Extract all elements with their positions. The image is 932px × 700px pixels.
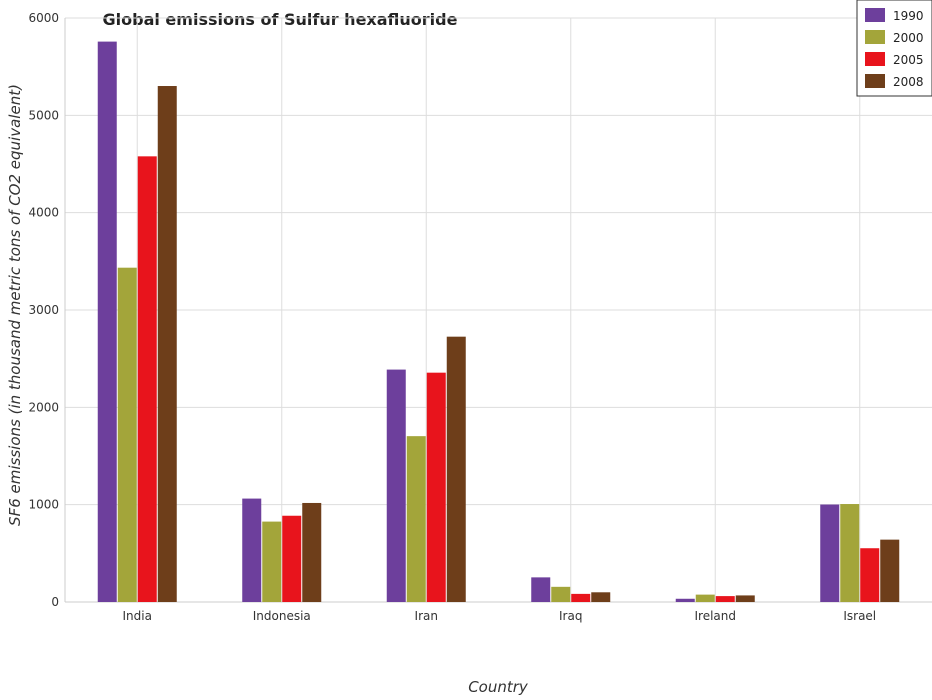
bar-israel-2008 (880, 539, 900, 602)
bar-iran-2000 (406, 436, 426, 602)
legend-label: 2008 (893, 75, 924, 89)
bar-indonesia-2005 (282, 515, 302, 602)
x-tick-label: Indonesia (253, 609, 311, 623)
bar-india-2005 (137, 156, 157, 603)
x-tick-label: India (123, 609, 152, 623)
bar-israel-1990 (820, 504, 840, 602)
legend-swatch (865, 8, 885, 22)
bar-iraq-2000 (551, 586, 571, 602)
y-tick-labels: 0 1000 2000 3000 4000 5000 6000 (28, 11, 59, 609)
y-tick-label: 6000 (28, 11, 59, 25)
bar-iran-1990 (386, 369, 406, 602)
bar-iraq-2008 (591, 592, 611, 602)
x-tick-label: Ireland (694, 609, 736, 623)
bar-ireland-2000 (695, 594, 715, 602)
legend-swatch (865, 30, 885, 44)
y-tick-label: 4000 (28, 206, 59, 220)
legend-swatch (865, 74, 885, 88)
bars (97, 41, 900, 603)
x-tick-labels: India Indonesia Iran Iraq Ireland Israel (123, 609, 877, 623)
y-tick-label: 3000 (28, 303, 59, 317)
bar-ireland-2005 (715, 596, 735, 602)
bar-iraq-1990 (531, 577, 551, 602)
y-tick-label: 0 (51, 595, 59, 609)
legend-label: 1990 (893, 9, 924, 23)
bar-iran-2005 (426, 372, 446, 602)
bar-iran-2008 (446, 336, 466, 602)
bar-india-2008 (157, 86, 177, 602)
legend: 1990 2000 2005 2008 (856, 0, 932, 97)
x-tick-label: Israel (843, 609, 876, 623)
x-tick-label: Iraq (559, 609, 582, 623)
y-tick-label: 5000 (28, 108, 59, 122)
legend-swatch (865, 52, 885, 66)
bar-israel-2005 (860, 548, 880, 602)
bar-india-1990 (97, 41, 117, 602)
x-axis-title: Country (468, 678, 529, 696)
chart-title: Global emissions of Sulfur hexafluoride (103, 10, 458, 29)
x-tick-label: Iran (415, 609, 438, 623)
bar-indonesia-2008 (302, 502, 322, 602)
y-tick-label: 1000 (28, 498, 59, 512)
grid (64, 17, 932, 603)
bar-indonesia-1990 (242, 498, 262, 602)
bar-indonesia-2000 (262, 521, 282, 602)
bar-iraq-2005 (571, 593, 591, 602)
bar-india-2000 (117, 267, 137, 602)
y-tick-label: 2000 (28, 400, 59, 414)
y-axis-title: SF6 emissions (in thousand metric tons o… (6, 84, 24, 526)
bar-ireland-2008 (735, 595, 755, 602)
legend-label: 2000 (893, 31, 924, 45)
legend-label: 2005 (893, 53, 924, 67)
bar-israel-2000 (840, 504, 860, 602)
bar-ireland-1990 (675, 598, 695, 602)
